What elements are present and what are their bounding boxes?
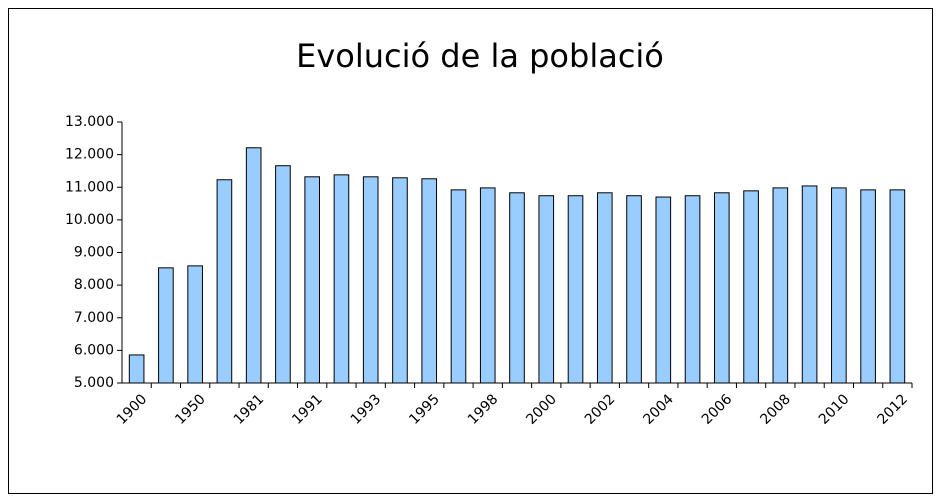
- y-tick-label: 9.000: [74, 245, 114, 261]
- bar: [158, 267, 174, 384]
- y-tick-label: 13.000: [65, 114, 114, 130]
- bar: [655, 196, 672, 384]
- bar: [479, 187, 496, 384]
- y-tick-label: 10.000: [65, 212, 114, 228]
- bar: [831, 187, 847, 384]
- y-tick-label: 7.000: [74, 310, 114, 326]
- bar: [684, 195, 701, 384]
- bar: [538, 195, 555, 384]
- bar: [421, 178, 438, 384]
- bar: [304, 176, 320, 384]
- bar: [509, 192, 525, 384]
- bar: [450, 189, 467, 384]
- y-tick-label: 11.000: [65, 179, 114, 195]
- chart-title: Evolució de la població: [296, 37, 664, 75]
- bar: [128, 354, 145, 384]
- bar: [392, 177, 408, 384]
- bar: [567, 195, 584, 384]
- bar: [743, 190, 759, 384]
- y-tick-label: 6.000: [74, 342, 114, 358]
- bar: [245, 147, 262, 384]
- bar: [626, 195, 642, 384]
- bar: [860, 189, 876, 384]
- bar: [333, 174, 350, 384]
- y-tick-label: 5.000: [74, 375, 114, 391]
- bar: [187, 265, 203, 384]
- bar: [216, 179, 233, 384]
- bar: [889, 189, 906, 384]
- bar: [772, 187, 789, 384]
- bar: [596, 192, 613, 384]
- bar: [362, 176, 379, 384]
- bar: [275, 165, 291, 384]
- bar: [801, 185, 818, 384]
- y-tick-label: 8.000: [74, 277, 114, 293]
- y-tick-label: 12.000: [65, 147, 114, 163]
- bar: [714, 192, 730, 384]
